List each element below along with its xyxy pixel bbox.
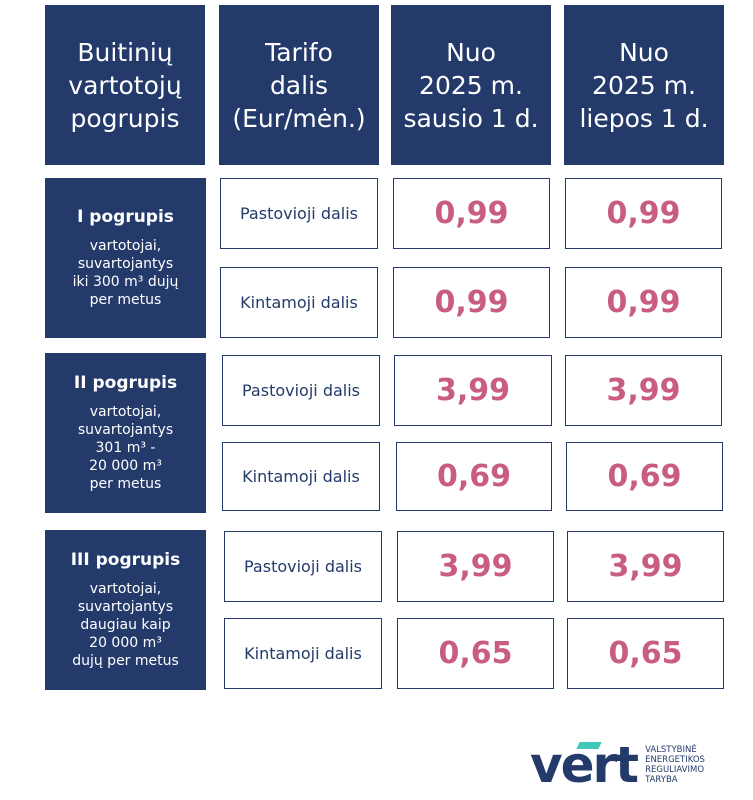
group-1-variable-part: Kintamoji dalis (220, 267, 378, 338)
tariff-part-label: Kintamoji dalis (244, 644, 362, 663)
vert-logo-accent (576, 742, 602, 749)
header-subgroup: Buitinių vartotojų pogrupis (45, 5, 205, 165)
tariff-value: 0,99 (606, 285, 681, 320)
tariff-value: 0,65 (608, 636, 683, 671)
tariff-part-label: Pastovioji dalis (240, 204, 358, 223)
tariff-part-label: Pastovioji dalis (244, 557, 362, 576)
group-3-fixed-january: 3,99 (397, 531, 554, 602)
group-1-variable-january: 0,99 (393, 267, 550, 338)
tariff-value: 3,99 (608, 549, 683, 584)
group-1-variable-july: 0,99 (565, 267, 722, 338)
tariff-value: 3,99 (438, 549, 513, 584)
header-tariff-part: Tarifo dalis (Eur/mėn.) (219, 5, 379, 165)
group-1-description: vartotojai, suvartojantys iki 300 m³ duj… (72, 238, 179, 308)
group-3-description: vartotojai, suvartojantys daugiau kaip 2… (72, 581, 179, 669)
group-2-fixed-january: 3,99 (394, 355, 552, 426)
tariff-value: 0,65 (438, 636, 513, 671)
tariff-value: 0,99 (606, 196, 681, 231)
group-2-fixed-july: 3,99 (565, 355, 722, 426)
group-3-variable-january: 0,65 (397, 618, 554, 689)
tariff-part-label: Kintamoji dalis (240, 293, 358, 312)
group-2-cell: II pogrupis vartotojai, suvartojantys 30… (45, 353, 206, 513)
group-3-cell: III pogrupis vartotojai, suvartojantys d… (45, 530, 206, 690)
group-2-title: II pogrupis (73, 373, 178, 393)
group-2-variable-july: 0,69 (566, 442, 723, 511)
group-2-variable-part: Kintamoji dalis (222, 442, 380, 511)
group-2-variable-january: 0,69 (396, 442, 552, 511)
group-3-fixed-july: 3,99 (567, 531, 724, 602)
group-1-fixed-july: 0,99 (565, 178, 722, 249)
tariff-value: 3,99 (435, 373, 511, 408)
header-from-july: Nuo 2025 m. liepos 1 d. (564, 5, 724, 165)
tariff-value: 0,69 (607, 459, 682, 494)
group-1-fixed-january: 0,99 (393, 178, 550, 249)
group-3-fixed-part: Pastovioji dalis (224, 531, 382, 602)
group-3-title: III pogrupis (70, 550, 181, 570)
header-from-january: Nuo 2025 m. sausio 1 d. (391, 5, 551, 165)
tariff-value: 0,69 (436, 459, 512, 494)
tariff-value: 0,99 (434, 285, 509, 320)
group-2-description: vartotojai, suvartojantys 301 m³ - 20 00… (77, 404, 174, 492)
group-1-cell: I pogrupis vartotojai, suvartojantys iki… (45, 178, 206, 338)
tariff-value: 3,99 (606, 373, 681, 408)
group-1-fixed-part: Pastovioji dalis (220, 178, 378, 249)
group-3-variable-july: 0,65 (567, 618, 724, 689)
tariff-value: 0,99 (434, 196, 509, 231)
tariff-part-label: Kintamoji dalis (242, 467, 360, 486)
vert-logo: vert VALSTYBINĖ ENERGETIKOS REGULIAVIMO … (530, 740, 705, 790)
vert-logo-mark: vert (530, 740, 639, 790)
group-2-fixed-part: Pastovioji dalis (222, 355, 380, 426)
group-3-variable-part: Kintamoji dalis (224, 618, 382, 689)
vert-logo-text: VALSTYBINĖ ENERGETIKOS REGULIAVIMO TARYB… (645, 745, 705, 785)
tariff-part-label: Pastovioji dalis (242, 381, 360, 400)
group-1-title: I pogrupis (77, 207, 174, 227)
